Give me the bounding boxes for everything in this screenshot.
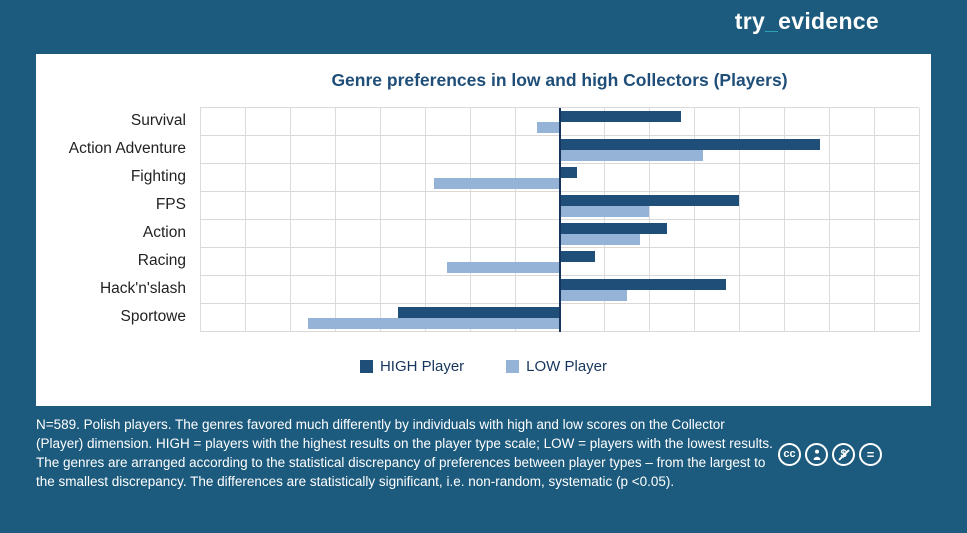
category-label: Fighting xyxy=(130,168,186,185)
plot-area xyxy=(200,107,920,332)
category-label: Sportowe xyxy=(120,308,186,325)
category-labels: Survival Action Adventure Fighting FPS Actio… xyxy=(36,107,200,332)
legend-item: LOW Player xyxy=(506,358,607,375)
bar-low-player xyxy=(433,178,560,189)
category-label: Action Adventure xyxy=(68,140,186,157)
category-label: Hack'n'slash xyxy=(99,280,186,297)
bar-low-player xyxy=(559,150,704,161)
legend: HIGH Player LOW Player xyxy=(36,358,931,375)
attribution-icon xyxy=(805,443,828,466)
gridline xyxy=(694,108,696,332)
footnote: N=589. Polish players. The genres favore… xyxy=(36,417,773,489)
gridline xyxy=(424,108,426,332)
bar-high-player xyxy=(559,223,668,234)
bar-high-player xyxy=(559,251,596,262)
cc-icon: cc xyxy=(778,443,801,466)
license-icons: cc $ = xyxy=(778,443,882,466)
bar-high-player xyxy=(559,139,821,150)
bar-low-player xyxy=(559,290,627,301)
bar-high-player xyxy=(559,195,740,206)
gridline xyxy=(244,108,246,332)
chart-card: Genre preferences in low and high Collec… xyxy=(36,54,931,406)
zero-axis-line xyxy=(558,108,561,332)
logo: try_evidence xyxy=(735,8,879,35)
legend-label: LOW Player xyxy=(526,358,608,375)
category-label: Action xyxy=(142,224,186,241)
chart: Survival Action Adventure Fighting FPS Actio… xyxy=(36,107,920,332)
gridline xyxy=(289,108,291,332)
bar-high-player xyxy=(559,279,726,290)
legend-item: HIGH Player xyxy=(359,358,465,375)
legend-label: HIGH Player xyxy=(379,358,465,375)
gridline xyxy=(829,108,831,332)
bar-low-player xyxy=(559,234,641,245)
nd-icon: = xyxy=(859,443,882,466)
gridline xyxy=(469,108,471,332)
gridline xyxy=(919,108,920,332)
gridline xyxy=(649,108,651,332)
person-glyph xyxy=(813,449,820,460)
bar-high-player xyxy=(559,111,681,122)
chart-title: Genre preferences in low and high Collec… xyxy=(331,70,788,90)
legend-swatch xyxy=(359,360,373,373)
logo-suffix: evidence xyxy=(778,8,879,34)
logo-prefix: try xyxy=(734,8,766,34)
gridline xyxy=(379,108,381,332)
gridline xyxy=(604,108,606,332)
bar-low-player xyxy=(559,206,650,217)
category-label: Racing xyxy=(137,252,186,269)
gridline xyxy=(874,108,876,332)
gridline xyxy=(200,108,201,332)
legend-swatch xyxy=(506,360,520,373)
logo-underscore: _ xyxy=(765,8,779,34)
bar-low-player xyxy=(447,262,560,273)
category-label: FPS xyxy=(155,196,186,213)
bar-high-player xyxy=(559,167,578,178)
bar-low-player xyxy=(537,122,560,133)
bar-low-player xyxy=(307,318,560,329)
gridline xyxy=(784,108,786,332)
nc-icon: $ xyxy=(832,443,855,466)
bar-high-player xyxy=(397,307,560,318)
gridline xyxy=(514,108,516,332)
gridline xyxy=(739,108,741,332)
gridline xyxy=(334,108,336,332)
category-label: Survival xyxy=(130,112,186,129)
